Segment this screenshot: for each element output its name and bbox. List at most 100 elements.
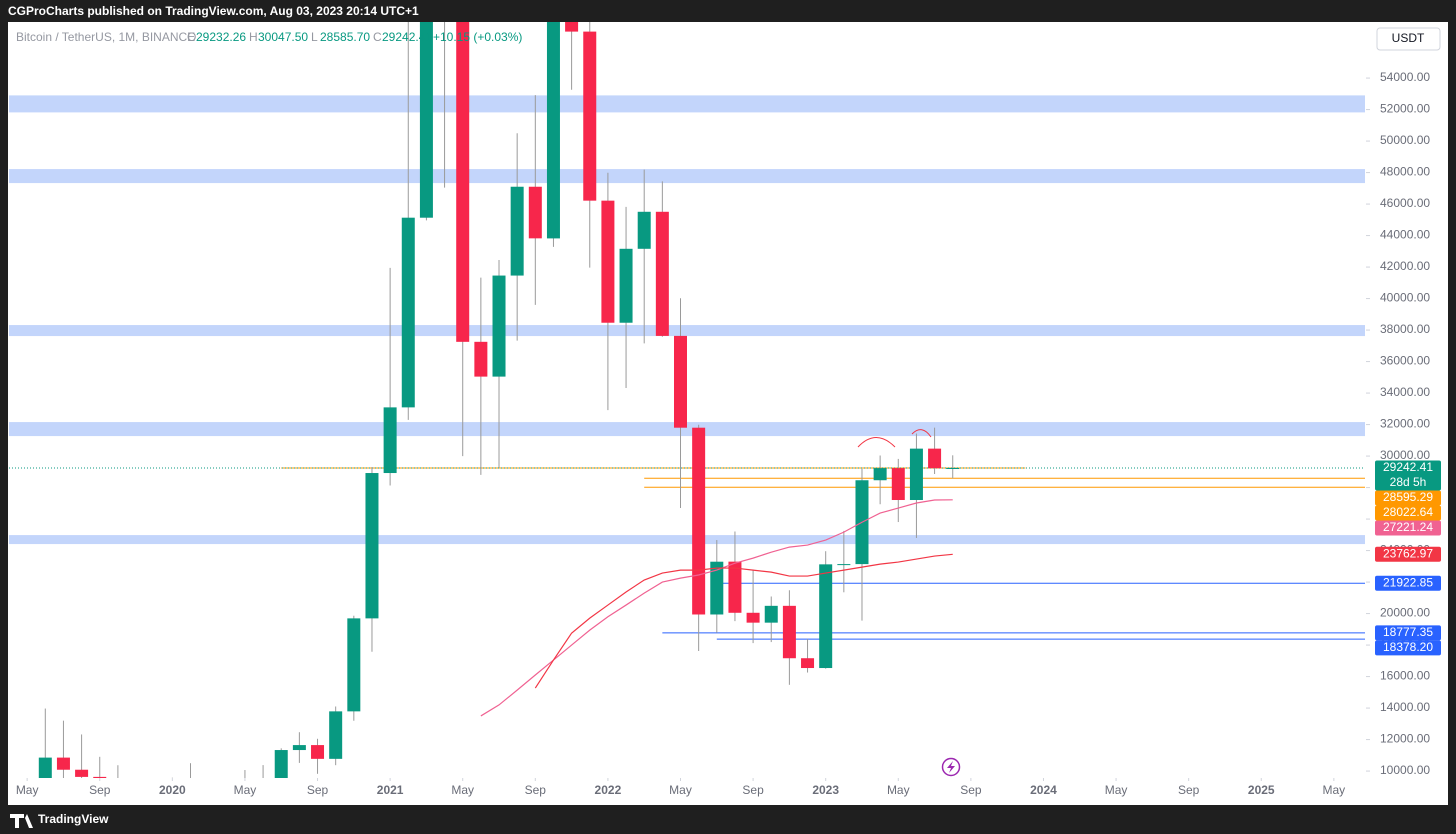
price-label-box bbox=[1375, 640, 1441, 656]
y-tick-label: 52000.00 bbox=[1380, 102, 1430, 116]
symbol: Bitcoin / TetherUS, 1M, BINANCE bbox=[16, 30, 195, 44]
zone bbox=[9, 325, 1365, 337]
candle-body bbox=[492, 275, 506, 377]
event-bolt bbox=[947, 761, 955, 773]
candle-body bbox=[909, 448, 923, 501]
layer-plot bbox=[9, 22, 1365, 778]
y-tick-label: 10000.00 bbox=[1380, 763, 1430, 777]
candle-body bbox=[565, 22, 579, 32]
candle-body bbox=[311, 745, 325, 759]
candle-body bbox=[383, 407, 397, 474]
candle-body bbox=[891, 468, 905, 501]
y-tick-label: 40000.00 bbox=[1380, 291, 1430, 305]
candle-body bbox=[674, 335, 687, 428]
y-tick-label: 16000.00 bbox=[1380, 669, 1430, 683]
zone bbox=[9, 422, 1365, 437]
x-tick-label: Sep bbox=[960, 783, 982, 797]
candle-body bbox=[56, 757, 70, 770]
y-tick-label: 48000.00 bbox=[1380, 165, 1430, 179]
price-label-box bbox=[1375, 546, 1441, 562]
x-tick-label: May bbox=[887, 783, 910, 797]
candle-body bbox=[401, 217, 415, 408]
drawing-arc bbox=[911, 429, 932, 438]
currency-button[interactable] bbox=[1376, 27, 1441, 51]
candle-body bbox=[710, 561, 724, 615]
header: CGProCharts published on TradingView.com… bbox=[8, 4, 419, 18]
y-tick-label: 20000.00 bbox=[1380, 606, 1430, 620]
footer: TradingView bbox=[38, 812, 109, 826]
drawing-arc bbox=[857, 437, 896, 448]
candle-body bbox=[274, 750, 288, 778]
y-tick-label: 46000.00 bbox=[1380, 196, 1430, 210]
candle-body bbox=[365, 473, 379, 619]
candle-body bbox=[75, 769, 89, 777]
price-label-box bbox=[1375, 460, 1441, 491]
price-label: 18777.35 bbox=[1383, 625, 1433, 639]
candle-body bbox=[782, 605, 796, 659]
price-label: 23762.97 bbox=[1383, 546, 1433, 560]
y-tick-label: 36000.00 bbox=[1380, 354, 1430, 368]
y-tick-label: 30000.00 bbox=[1380, 448, 1430, 462]
moving-average bbox=[480, 499, 953, 717]
candle-body bbox=[837, 564, 851, 566]
x-tick-label: 2021 bbox=[377, 783, 404, 797]
x-tick-label: 2023 bbox=[812, 783, 839, 797]
candle-body bbox=[329, 711, 343, 759]
x-tick-label: Sep bbox=[89, 783, 111, 797]
price-label: 28595.29 bbox=[1383, 490, 1433, 504]
candle-body bbox=[637, 211, 651, 249]
zone bbox=[9, 95, 1365, 113]
candle-body bbox=[728, 561, 742, 613]
price-label: 29242.41 bbox=[1383, 460, 1433, 474]
price-label-box bbox=[1375, 625, 1441, 641]
legend-key: L bbox=[311, 30, 318, 44]
candle-body bbox=[474, 341, 488, 377]
y-tick-label: 44000.00 bbox=[1380, 228, 1430, 242]
x-tick-label: 2025 bbox=[1248, 783, 1275, 797]
candle-body bbox=[764, 605, 778, 623]
y-tick-label: 42000.00 bbox=[1380, 259, 1430, 273]
y-tick-label: 38000.00 bbox=[1380, 322, 1430, 336]
candle-body bbox=[873, 468, 887, 481]
x-tick-label: 2022 bbox=[595, 783, 622, 797]
candle-body bbox=[946, 468, 960, 470]
candle-body bbox=[655, 211, 669, 336]
logo-mark bbox=[10, 814, 33, 828]
legend-key: C bbox=[373, 30, 382, 44]
candle-body bbox=[292, 745, 306, 751]
x-tick-label: Sep bbox=[742, 783, 764, 797]
x-tick-label: Sep bbox=[525, 783, 547, 797]
x-tick-label: May bbox=[1323, 783, 1346, 797]
price-label: 27221.24 bbox=[1383, 520, 1433, 534]
chart-panel bbox=[8, 22, 1448, 805]
x-tick-label: 2020 bbox=[159, 783, 186, 797]
x-tick-label: May bbox=[1105, 783, 1128, 797]
candle-body bbox=[528, 186, 542, 239]
zone bbox=[9, 535, 1365, 545]
candle-body bbox=[38, 757, 52, 778]
y-tick-label: 14000.00 bbox=[1380, 700, 1430, 714]
candle-body bbox=[546, 22, 560, 239]
x-tick-label: Sep bbox=[1178, 783, 1200, 797]
x-tick-label: May bbox=[451, 783, 474, 797]
x-tick-label: 2024 bbox=[1030, 783, 1057, 797]
x-tick-label: Sep bbox=[307, 783, 329, 797]
legend-value: 30047.50 bbox=[258, 30, 308, 44]
legend-change: +10.15 (+0.03%) bbox=[433, 30, 522, 44]
candle-body bbox=[601, 200, 615, 323]
candle-body bbox=[746, 612, 760, 623]
candle-body bbox=[583, 31, 597, 201]
price-label: 28022.64 bbox=[1383, 505, 1433, 519]
legend-value: 29232.26 bbox=[196, 30, 246, 44]
candle-body bbox=[692, 427, 706, 615]
legend-value: 29242.41 bbox=[382, 30, 432, 44]
candle-body bbox=[510, 186, 524, 276]
price-label-box bbox=[1375, 520, 1441, 536]
price-label-box bbox=[1375, 490, 1441, 506]
x-tick-label: May bbox=[234, 783, 257, 797]
candle-body bbox=[819, 564, 833, 669]
y-tick-label: 50000.00 bbox=[1380, 133, 1430, 147]
price-label: 21922.85 bbox=[1383, 575, 1433, 589]
